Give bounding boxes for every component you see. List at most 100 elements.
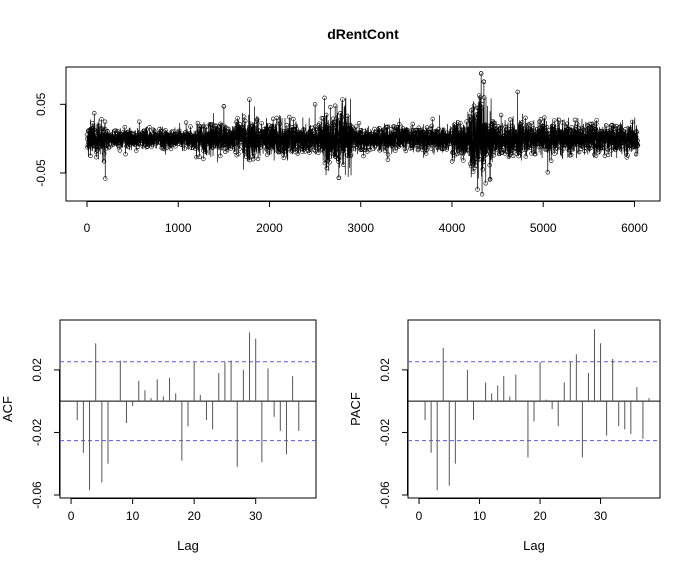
series-point [462,144,468,149]
series-point [302,149,308,154]
series-point [171,139,176,144]
series-point [604,123,609,128]
series-point [479,137,484,142]
series-point [375,141,380,147]
series-point [294,126,299,132]
series-point [630,119,635,125]
series-point [255,117,260,122]
series-point [201,156,206,162]
series-point [507,131,513,137]
series-point [597,145,602,150]
series-point [104,146,109,151]
series-point [385,152,391,157]
series-point [536,144,542,150]
series-point [477,144,482,150]
y-tick-label: -0.05 [34,159,48,187]
series-point [143,129,148,134]
series-point [581,127,586,133]
series-point [527,126,533,132]
series-point [201,124,206,129]
series-point [325,158,330,164]
series-point [416,146,421,152]
series-point [284,122,290,128]
series-point [89,120,95,126]
series-point [594,118,599,123]
series-point [232,149,238,154]
series-point [425,143,430,148]
series-point [567,143,572,149]
series-point [456,130,462,135]
series-point [257,128,262,134]
series-point [560,120,565,125]
series-point [301,127,306,132]
series-point [634,130,639,135]
series-point [590,140,595,145]
series-point [490,146,495,152]
series-point [452,153,457,158]
series-point [286,128,291,133]
y-axis-label: ACF [0,396,15,422]
series-point [144,127,149,132]
series-point [200,148,206,153]
series-point [377,125,382,131]
series-point [326,129,331,135]
series-point [542,115,547,120]
series-point [472,143,478,149]
series-point [325,126,331,132]
series-point [253,123,259,128]
series-point [592,139,598,144]
series-point [100,143,106,148]
series-point [619,141,624,146]
spike-point [332,103,338,108]
series-point [291,116,296,122]
series-point [539,144,544,149]
series-point [526,122,532,127]
series-point [510,153,516,158]
series-point [451,126,456,131]
series-point [495,137,500,143]
series-point [293,123,299,128]
series-point [252,150,257,155]
series-point [250,154,255,159]
series-point [538,130,544,136]
series-point [324,165,329,171]
series-point [150,142,155,148]
series-point [268,137,274,143]
series-point [634,141,640,147]
series-point [269,146,274,151]
series-point [470,156,475,162]
series-point [492,120,498,126]
series-point [477,124,483,129]
series-point [567,145,573,151]
series-point [272,138,277,144]
series-point [512,129,518,134]
series-point [468,132,473,137]
series-point [623,137,629,142]
y-axis-label: PACF [348,392,363,426]
series-point [134,148,139,153]
series-point [477,156,482,162]
series-point [403,148,409,154]
series-point [552,151,557,157]
series-point [393,148,398,154]
series-point [520,120,525,125]
series-point [266,134,271,139]
series-point [473,163,479,168]
series-point [381,138,387,143]
spike-point [477,93,482,98]
pacf-panel: 0 10 20 30 -0.06 -0.02 0.02 Lag PACF [348,319,661,553]
series-point [324,112,329,118]
series-point [173,144,178,149]
series-point [557,130,562,135]
series-point [295,151,300,156]
series-point [564,121,570,126]
series-point [475,148,481,154]
series-point [546,128,551,133]
series-point [347,128,352,133]
spike-point [545,170,550,175]
series-point [312,142,317,148]
series-point [463,137,469,142]
series-point [274,115,279,121]
series-point [383,129,388,134]
